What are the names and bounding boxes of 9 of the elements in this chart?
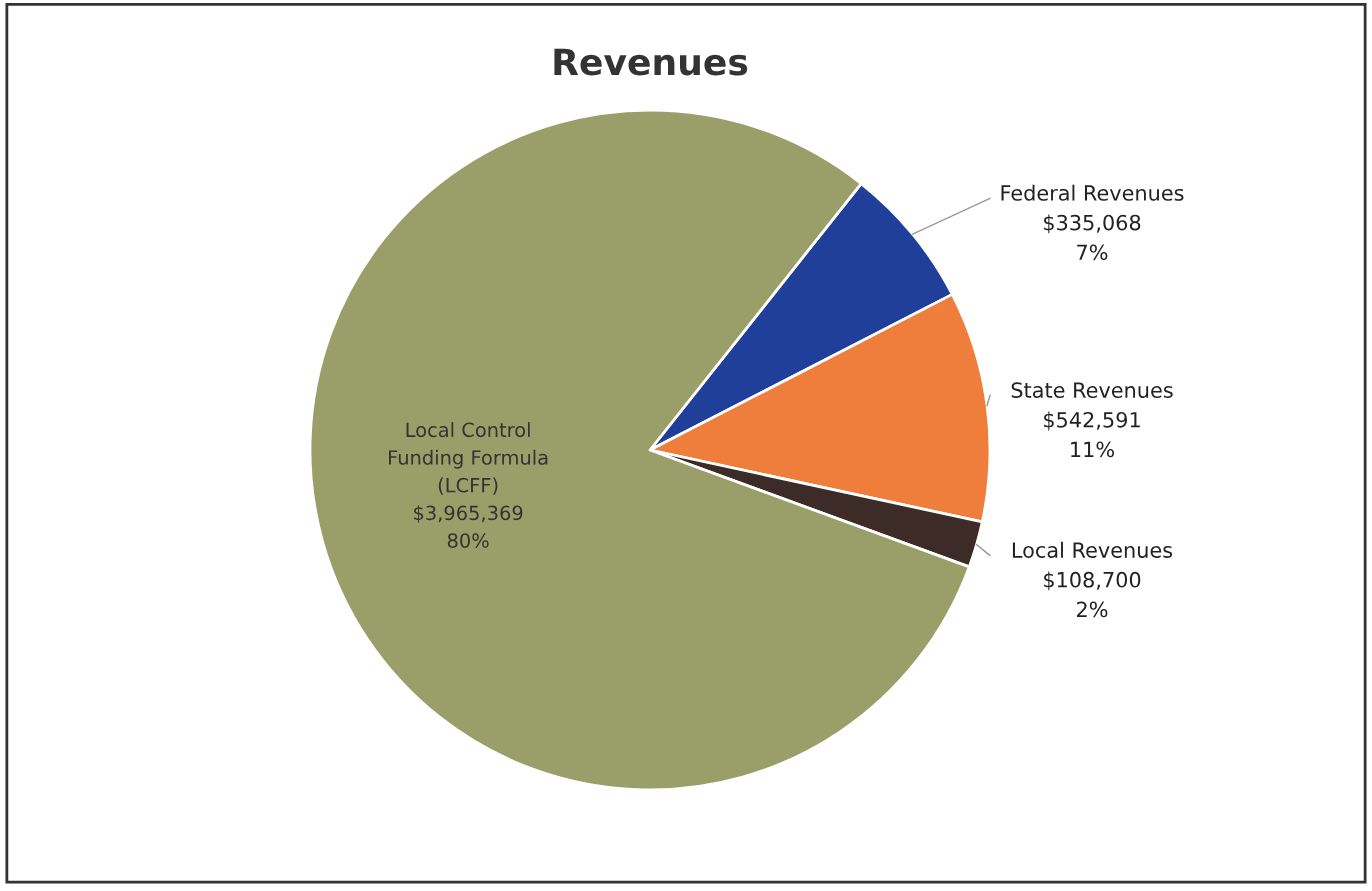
data-label: $335,068 7% <box>1044 214 1141 261</box>
data-label: $542,591 11% <box>1044 411 1140 458</box>
data-label: $108,700 2% <box>1044 571 1141 618</box>
slice-label: Local Control Funding Formula (LCFF) <box>389 422 548 495</box>
slice-label: Local Revenues <box>1012 541 1173 558</box>
slice-label: State Revenues <box>1011 382 1173 398</box>
chart-title: Revenues <box>554 48 748 76</box>
slice-label: Federal Revenues <box>1001 184 1184 201</box>
data-label: $3,965,369 80% <box>414 505 523 548</box>
